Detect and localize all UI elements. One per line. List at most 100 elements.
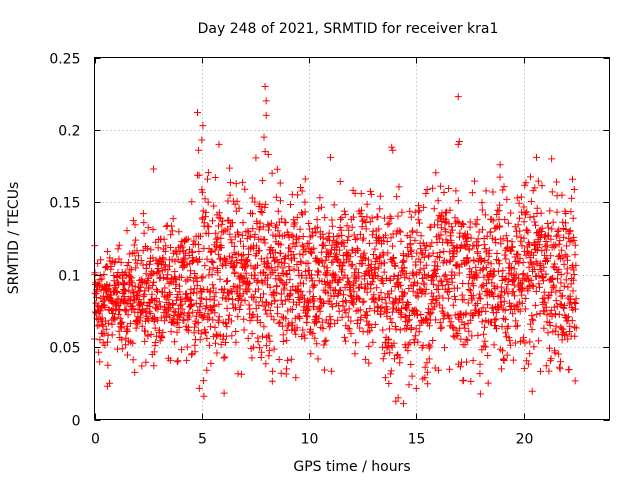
- data-point: [500, 297, 508, 305]
- data-point: [535, 337, 543, 345]
- data-point: [183, 356, 191, 364]
- data-point: [325, 229, 333, 237]
- data-point: [118, 336, 126, 344]
- data-point: [255, 301, 263, 309]
- data-point: [385, 380, 393, 387]
- data-point: [185, 309, 193, 317]
- data-point: [434, 285, 442, 293]
- data-point: [351, 189, 359, 197]
- data-point: [317, 203, 325, 211]
- data-point: [252, 298, 260, 306]
- data-point: [357, 190, 365, 197]
- data-point: [207, 359, 215, 367]
- data-point: [158, 334, 166, 342]
- data-point: [191, 341, 199, 349]
- data-point: [228, 239, 236, 247]
- data-point: [196, 255, 203, 263]
- data-point: [403, 232, 411, 240]
- data-point: [538, 224, 546, 232]
- data-point: [480, 241, 488, 249]
- y-tick-label: 0.1: [58, 269, 80, 285]
- data-point: [248, 194, 256, 202]
- data-point: [378, 304, 386, 312]
- data-point: [438, 323, 446, 331]
- data-point: [356, 306, 364, 314]
- data-point: [330, 201, 338, 209]
- data-point: [113, 288, 121, 295]
- data-point: [563, 242, 571, 250]
- data-point: [111, 258, 119, 266]
- data-point: [136, 300, 144, 308]
- data-point: [536, 283, 543, 291]
- data-point: [357, 313, 365, 321]
- data-point: [219, 217, 226, 225]
- data-point: [516, 254, 524, 262]
- data-point: [211, 174, 219, 181]
- data-point: [362, 219, 370, 226]
- data-point: [398, 208, 406, 216]
- data-point: [465, 245, 473, 253]
- data-point: [406, 207, 414, 215]
- data-point: [474, 331, 482, 339]
- data-point: [154, 287, 161, 295]
- data-point: [411, 278, 419, 286]
- data-point: [222, 332, 230, 340]
- data-point: [312, 229, 320, 237]
- data-point: [342, 337, 350, 345]
- data-point: [561, 251, 569, 259]
- data-point: [454, 93, 462, 101]
- data-point: [394, 299, 402, 307]
- data-point: [331, 320, 339, 328]
- data-point: [461, 324, 469, 332]
- data-point: [299, 291, 307, 299]
- data-point: [540, 288, 548, 296]
- data-point: [536, 241, 544, 249]
- data-point: [166, 291, 174, 298]
- data-point: [454, 140, 462, 148]
- data-point: [519, 259, 527, 266]
- data-point: [547, 252, 555, 260]
- data-point: [301, 175, 309, 183]
- data-point: [103, 248, 111, 255]
- data-point: [469, 357, 477, 365]
- data-point: [488, 289, 496, 297]
- data-point: [514, 250, 522, 258]
- data-point: [478, 318, 486, 326]
- data-point: [410, 282, 417, 290]
- data-point: [361, 255, 369, 263]
- data-point: [499, 186, 507, 194]
- data-point: [235, 230, 243, 238]
- data-point: [436, 277, 444, 285]
- data-point: [476, 308, 483, 316]
- data-point: [229, 219, 236, 227]
- data-point: [452, 219, 460, 227]
- data-point: [212, 289, 220, 297]
- data-point: [313, 216, 321, 224]
- data-point: [196, 294, 204, 302]
- data-point: [557, 301, 565, 309]
- data-point: [214, 269, 222, 277]
- data-point: [428, 289, 436, 297]
- data-point: [363, 308, 370, 316]
- data-point: [129, 288, 137, 296]
- data-point: [276, 275, 284, 283]
- data-point: [494, 206, 502, 214]
- data-point: [365, 342, 373, 350]
- data-point: [423, 359, 431, 367]
- data-point: [299, 233, 307, 240]
- data-point: [556, 237, 564, 245]
- data-point: [561, 331, 569, 339]
- data-point: [547, 306, 555, 314]
- data-point: [570, 236, 578, 244]
- data-point: [559, 292, 566, 300]
- data-point: [261, 239, 269, 247]
- data-point: [489, 188, 497, 196]
- data-point: [232, 304, 239, 312]
- data-point: [230, 242, 238, 250]
- data-point: [159, 328, 167, 336]
- data-point: [417, 232, 425, 240]
- data-point: [327, 316, 335, 324]
- data-point: [342, 309, 350, 317]
- data-point: [555, 310, 563, 318]
